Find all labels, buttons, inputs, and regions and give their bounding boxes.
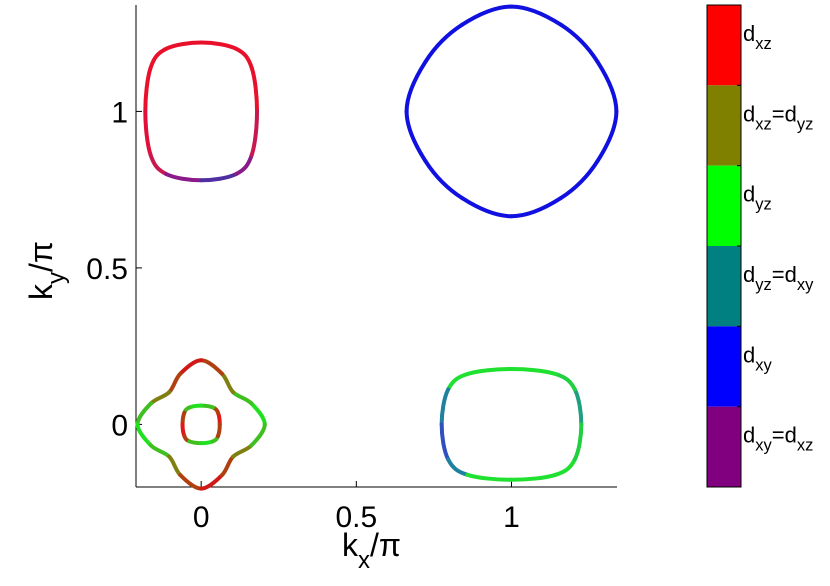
- y-axis-label-part: y: [43, 272, 70, 284]
- x-tick-label: 0: [193, 501, 210, 534]
- contour-segment: [423, 22, 465, 64]
- colorbar-label-part: yz: [755, 276, 772, 294]
- contour-segment: [219, 454, 236, 478]
- contour-segment: [164, 40, 204, 51]
- contour-segment: [148, 390, 172, 406]
- contour-segment: [572, 387, 584, 427]
- contour-segment: [509, 472, 558, 482]
- colorbar-label-part: xy: [755, 356, 772, 374]
- contour-segment: [595, 109, 619, 164]
- contour-segment: [439, 387, 451, 427]
- colorbar-label: dxy: [743, 342, 773, 374]
- contour-segment: [553, 372, 577, 392]
- contour-segment: [595, 59, 619, 114]
- contour-segment: [167, 371, 183, 395]
- contour-segment: [509, 367, 558, 377]
- colorbar-band: [707, 406, 741, 487]
- colorbar-band: [707, 165, 741, 246]
- x-tick-label: 0.5: [335, 501, 377, 534]
- contour-segment: [509, 4, 563, 27]
- colorbar-label-part: xz: [755, 35, 772, 53]
- contour-segment: [460, 196, 514, 219]
- contour-segment: [446, 372, 470, 392]
- contour-segment: [148, 46, 169, 70]
- contour-segment: [143, 65, 153, 114]
- contour-segment: [143, 109, 153, 157]
- contour-segment: [199, 473, 224, 491]
- colorbar-label-part: d: [743, 262, 755, 287]
- y-axis-label: ky/π: [23, 241, 70, 300]
- colorbar-label: dxy=dxz: [743, 423, 813, 455]
- x-axis-label: kx/π: [342, 527, 401, 574]
- x-axis-label-part: /π: [370, 527, 401, 563]
- colorbar-band: [707, 5, 741, 86]
- contour-segment: [231, 443, 254, 459]
- colorbar-band: [707, 326, 741, 407]
- contour-segment: [135, 401, 153, 427]
- colorbar-label-part: xy: [755, 437, 772, 455]
- contour-segment: [558, 159, 600, 201]
- contour-segment: [465, 472, 514, 482]
- contour-segment: [234, 46, 254, 70]
- x-axis-label-part: k: [342, 527, 359, 563]
- contour-segment: [199, 40, 239, 51]
- contour-segment: [234, 152, 254, 177]
- contour-segment: [231, 390, 254, 406]
- colorbar-label-part: d: [743, 182, 755, 207]
- contour-segment: [249, 109, 260, 157]
- contour-segment: [439, 422, 451, 462]
- contour-segment: [558, 22, 600, 64]
- contour-segment: [404, 59, 428, 114]
- contour-segment: [446, 457, 470, 477]
- colorbar-label-part: yz: [755, 196, 772, 214]
- y-tick-label: 0.5: [86, 253, 128, 286]
- contour-segment: [215, 422, 222, 439]
- contour-segment: [249, 65, 260, 114]
- colorbar-label: dxz=dyz: [743, 101, 813, 133]
- contour-segment: [572, 422, 584, 462]
- colorbar-label: dyz: [743, 182, 772, 214]
- y-tick-label: 1: [111, 96, 128, 129]
- colorbar-label-part: xz: [797, 437, 814, 455]
- contour-segment: [509, 196, 563, 219]
- contour-segment: [178, 358, 204, 376]
- contour-segment: [249, 422, 267, 448]
- contour-segment: [135, 422, 153, 448]
- colorbar-label-part: xy: [797, 276, 814, 294]
- colorbar-label: dyz=dxy: [743, 262, 814, 294]
- contour-segment: [167, 454, 183, 478]
- contour-segment: [219, 371, 236, 395]
- colorbar-label-part: =d: [772, 101, 797, 126]
- contour-segment: [460, 4, 514, 27]
- contour-segment: [164, 172, 204, 183]
- colorbar-label-part: =d: [772, 262, 797, 287]
- x-axis-label-part: x: [358, 547, 370, 574]
- contour-segment: [553, 457, 577, 477]
- contour-segment: [148, 152, 169, 177]
- y-tick-label: 0: [111, 409, 128, 442]
- contour-segment: [199, 358, 224, 376]
- colorbar-label-part: =d: [772, 423, 797, 448]
- colorbar-frame: [706, 4, 742, 488]
- colorbar-label-part: d: [743, 342, 755, 367]
- colorbar-label-part: d: [743, 21, 755, 46]
- colorbar-label: dxz: [743, 21, 772, 53]
- contour-segment: [148, 443, 172, 459]
- colorbar-label-part: d: [743, 101, 755, 126]
- colorbar-label-part: yz: [797, 115, 814, 133]
- colorbar-label-part: d: [743, 423, 755, 448]
- y-axis-label-part: k: [23, 283, 59, 300]
- contour-segment: [423, 159, 465, 201]
- colorbar-band: [707, 246, 741, 327]
- contour-segment: [465, 367, 514, 377]
- colorbar-band: [707, 85, 741, 166]
- contour-segment: [404, 109, 428, 164]
- y-axis-label-part: /π: [23, 241, 59, 272]
- contour-segment: [249, 401, 267, 427]
- colorbar-label-part: xz: [755, 115, 772, 133]
- contour-segment: [199, 172, 239, 183]
- x-tick-label: 1: [503, 501, 520, 534]
